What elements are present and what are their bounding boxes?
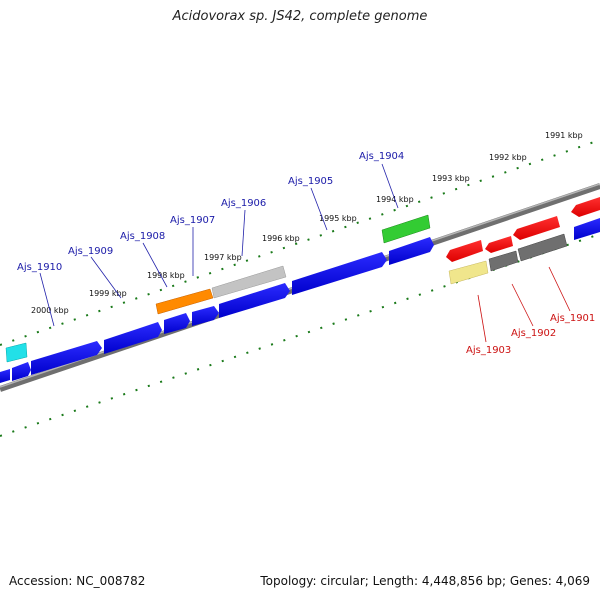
gene-arrow: [513, 216, 560, 240]
gene-label-ajs-1908: Ajs_1908: [120, 231, 165, 242]
gene-khaki: [448, 260, 489, 285]
gene-label-ajs-1904: Ajs_1904: [359, 151, 404, 162]
gene-darkgrey: [488, 250, 519, 272]
genome-info-text: Topology: circular; Length: 4,448,856 bp…: [260, 574, 590, 588]
gene-cyan: [5, 342, 28, 363]
gene-arrow: [571, 197, 600, 217]
gene-label-ajs-1906: Ajs_1906: [221, 198, 266, 209]
gene-green: [381, 214, 431, 244]
scale-label: 1996 kbp: [262, 234, 300, 243]
gene-label-ajs-1901: Ajs_1901: [550, 313, 595, 324]
gene-arrow: [12, 362, 31, 381]
reverse-strand-genes: [446, 197, 600, 285]
gene-arrow: [485, 236, 513, 253]
gene-darkgrey: [517, 233, 568, 262]
scale-label: 1995 kbp: [319, 214, 357, 223]
gene-arrow: [389, 237, 434, 265]
gene-label-ajs-1909: Ajs_1909: [68, 246, 113, 257]
outer-scale-ticks: [0, 139, 600, 346]
forward-strand-genes: [0, 214, 600, 383]
gene-arrow: [104, 322, 162, 354]
scale-label: 1992 kbp: [489, 153, 527, 162]
gene-arrow: [292, 252, 387, 295]
forward-gene-leaders: [39, 163, 399, 327]
gene-label-ajs-1903: Ajs_1903: [466, 345, 511, 356]
gene-arrow: [574, 218, 600, 240]
gene-arrow: [192, 306, 219, 326]
scale-label: 1999 kbp: [89, 289, 127, 298]
gene-arrow: [446, 240, 483, 262]
forward-gene-labels: Ajs_1904 Ajs_1905 Ajs_1906 Ajs_1907 Ajs_…: [17, 151, 404, 273]
scale-label: 1993 kbp: [432, 174, 470, 183]
gene-label-ajs-1907: Ajs_1907: [170, 215, 215, 226]
gene-label-ajs-1910: Ajs_1910: [17, 262, 62, 273]
map-title: Acidovorax sp. JS42, complete genome: [172, 9, 428, 24]
scale-label: 1998 kbp: [147, 271, 185, 280]
accession-text: Accession: NC_008782: [9, 574, 146, 588]
gene-arrow: [31, 341, 102, 375]
reverse-gene-leaders: [477, 266, 571, 343]
gene-arrow: [219, 283, 290, 318]
inner-scale-ticks: [0, 233, 600, 437]
gene-orange: [155, 288, 214, 315]
scale-label: 1997 kbp: [204, 253, 242, 262]
gene-arrow: [0, 369, 10, 383]
gene-label-ajs-1905: Ajs_1905: [288, 176, 333, 187]
gene-arrow: [164, 313, 190, 334]
gene-label-ajs-1902: Ajs_1902: [511, 328, 556, 339]
reverse-gene-labels: Ajs_1901 Ajs_1902 Ajs_1903: [466, 313, 595, 356]
gene-lightgrey: [211, 265, 287, 299]
scale-label: 1991 kbp: [545, 131, 583, 140]
